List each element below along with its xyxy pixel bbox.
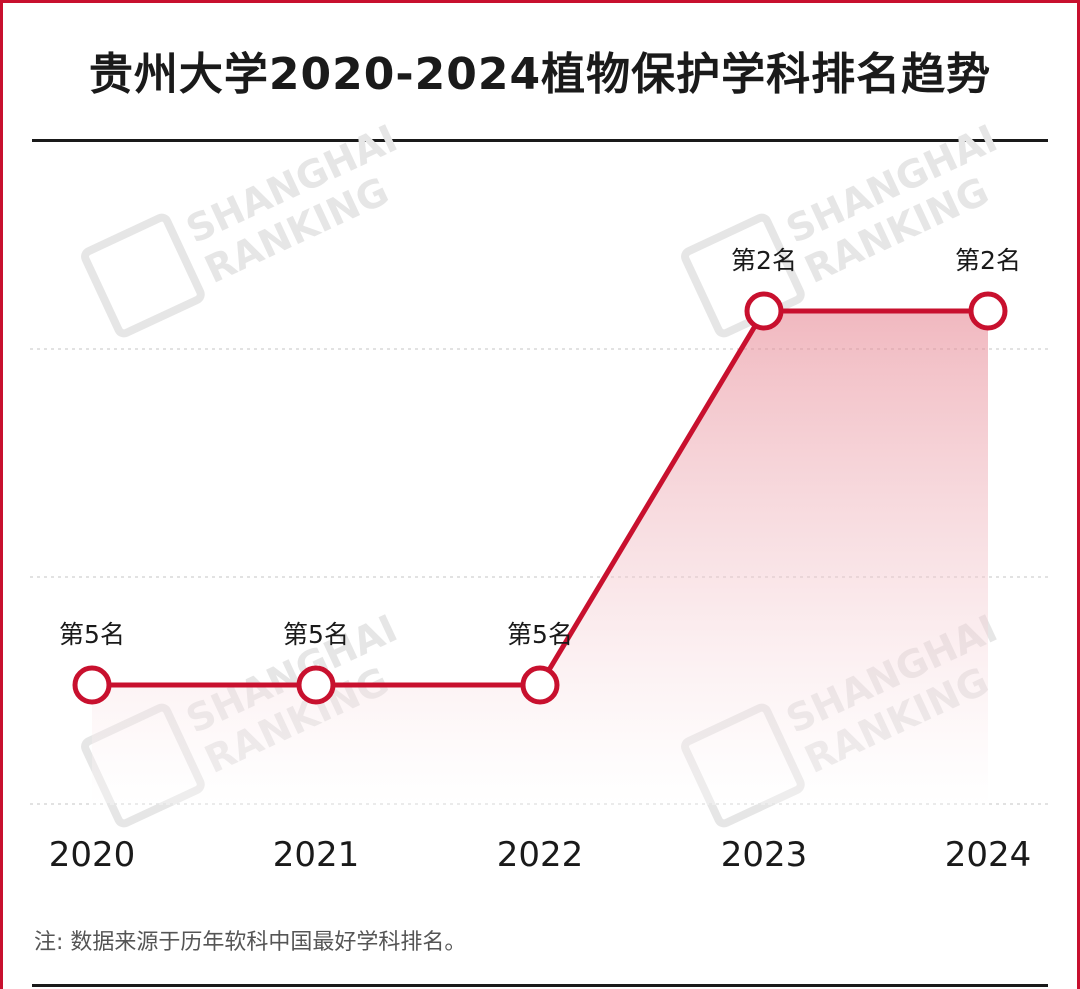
data-labels: 第5名 第5名 第5名 第2名 第2名: [59, 246, 1021, 649]
data-point: [296, 665, 336, 705]
bottom-divider: [32, 984, 1048, 987]
data-point: [72, 665, 112, 705]
chart-title: 贵州大学2020-2024植物保护学科排名趋势: [88, 49, 992, 100]
watermark-logo-icon: [81, 213, 205, 338]
data-point: [520, 665, 560, 705]
x-tick-label: 2023: [721, 835, 808, 875]
x-tick-label: 2020: [49, 835, 136, 875]
x-axis-ticks: 2020 2021 2022 2023 2024: [49, 835, 1032, 875]
data-label: 第5名: [507, 620, 573, 649]
data-label: 第5名: [59, 620, 125, 649]
x-tick-label: 2024: [945, 835, 1032, 875]
title-divider: [32, 139, 1048, 142]
x-tick-label: 2022: [497, 835, 584, 875]
area-path: [92, 311, 988, 805]
data-label: 第5名: [283, 620, 349, 649]
data-label: 第2名: [731, 246, 797, 275]
source-note: 注: 数据来源于历年软科中国最好学科排名。: [34, 930, 467, 955]
data-points: [72, 291, 1008, 705]
data-point: [968, 291, 1008, 331]
data-point: [744, 291, 784, 331]
data-label: 第2名: [955, 246, 1021, 275]
x-tick-label: 2021: [273, 835, 360, 875]
area-fill: [92, 311, 988, 805]
